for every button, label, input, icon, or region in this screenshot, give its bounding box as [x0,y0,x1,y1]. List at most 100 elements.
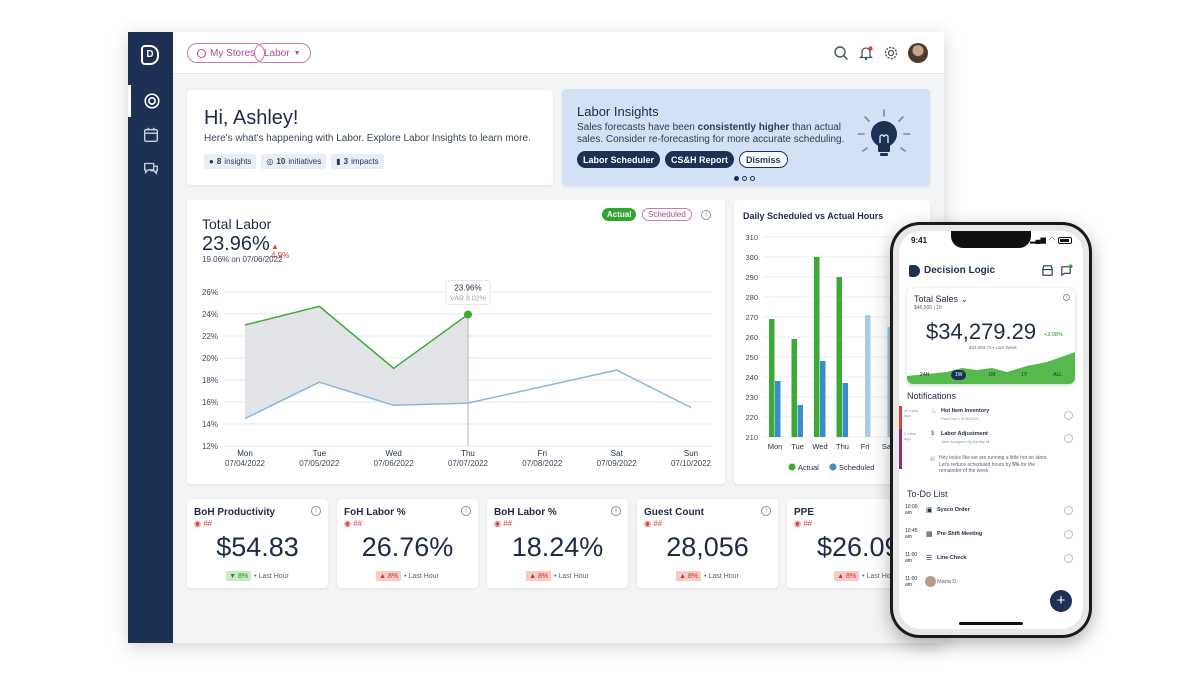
check-circle[interactable] [1064,434,1073,443]
carousel-dots [734,176,755,181]
message-icon[interactable] [1060,264,1073,277]
sidebar-item-calendar[interactable] [128,119,173,151]
kpi-target: ◉ ## [644,519,662,528]
legend-label-scheduled: Scheduled [839,463,874,472]
sidebar-item-dashboard[interactable] [128,85,173,117]
check-circle[interactable] [1064,506,1073,515]
insights-text-part: Sales forecasts have been [577,122,698,133]
range-tab[interactable]: 1M [988,372,996,378]
kpi-value: 28,056 [666,532,749,562]
x-tick-label: Fri [861,442,870,451]
notification-bar [899,429,902,469]
todo-time: 10:00 am [905,504,918,516]
kpi-period: • Last Hour [554,572,589,580]
check-circle[interactable] [1064,530,1073,539]
notification-time: 3 mins ago [904,431,916,441]
notifications-title: Notifications [907,391,957,401]
todo-item[interactable]: 10:45 am ▦ Pre-Shift Meeting [899,528,1083,550]
carousel-dot[interactable] [742,176,747,181]
range-tab[interactable]: 1Y [1021,372,1028,378]
kpi-value: 18.24% [511,532,604,562]
gear-icon[interactable] [883,45,899,61]
total-labor-card: Total Labor 23.96% ▲ 4.9% 19.06% on 07/06… [187,200,725,484]
phone-screen: 9:41 ▂▄▆ ◠ Decision Logic Total Sales ⌄ $… [899,231,1083,629]
range-tab[interactable]: ALL [1053,372,1063,378]
check-circle[interactable] [1064,411,1073,420]
kpi-card[interactable]: BoH Labor % ◉ ## i 18.24% ▲ 8% • Last Hour [487,499,628,588]
info-icon[interactable]: i [1063,294,1070,301]
kpi-target-value: ## [353,519,363,528]
kpi-card[interactable]: Guest Count ◉ ## i 28,056 ▲ 8% • Last Hour [637,499,778,588]
arrow-up-icon: ▲ [271,242,279,251]
phone-logo-icon [909,265,920,277]
flame-icon: ♨ [931,409,937,415]
store-icon[interactable] [1041,264,1054,277]
calendar-icon: ▦ [926,531,933,538]
todo-item[interactable]: 10:00 am ▣ Sysco Order [899,504,1083,526]
check-circle[interactable] [1064,554,1073,563]
actual-bar [769,319,775,437]
search-icon[interactable] [833,45,849,61]
y-tick-label: 210 [745,433,758,442]
dismiss-button[interactable]: Dismiss [739,151,788,168]
actual-point-marker [464,310,472,319]
labor-dropdown[interactable]: Labor ▼ [254,43,311,63]
change-badge: ▲ 8% [834,571,860,581]
kpi-card[interactable]: FoH Labor % ◉ ## i 26.76% ▲ 8% • Last Hour [337,499,478,588]
legend-scheduled[interactable]: Scheduled [642,208,692,221]
avatar[interactable] [908,43,928,63]
info-icon[interactable]: i [461,506,471,516]
carousel-dot[interactable] [734,176,739,181]
greeting-subtitle: Here's what's happening with Labor. Expl… [204,133,531,144]
info-icon[interactable]: i [311,506,321,516]
info-icon[interactable]: i [701,210,711,220]
carousel-dot[interactable] [750,176,755,181]
app-logo[interactable]: D [141,45,159,65]
bulb-icon: ● [209,157,214,166]
legend-actual[interactable]: Actual [602,208,637,221]
info-icon[interactable]: i [761,506,771,516]
csh-report-button[interactable]: CS&H Report [665,151,735,168]
add-button[interactable]: + [1050,590,1072,612]
chip-impacts[interactable]: ▮ 3 impacts [331,154,384,169]
total-labor-delta: ▲ 4.9% [271,242,289,260]
todo-time: 11:00 am [905,552,918,564]
notification-time: 11 mins ago [904,408,918,418]
x-tick-date: 07/10/2022 [671,459,712,468]
labor-scheduler-button[interactable]: Labor Scheduler [577,151,661,168]
kpi-card[interactable]: BoH Productivity ◉ ## i $54.83 ▼ 8% • Last Ho… [187,499,328,588]
chip-initiatives[interactable]: ◎ 10 initiatives [261,154,327,169]
chip-insights[interactable]: ● 8 insights [204,154,257,169]
total-sales-card[interactable]: Total Sales ⌄ $46,500 | 1h i $34,279.29 … [907,288,1075,384]
total-sales-title: Total Sales ⌄ [914,294,968,305]
kpi-title: BoH Labor % [494,507,557,518]
x-tick-label: Sat [882,442,894,451]
kpi-target-value: ## [803,519,813,528]
todo-item[interactable]: 11:00 am Maria D. [899,576,1083,598]
info-icon[interactable]: i [611,506,621,516]
greeting-chips: ● 8 insights ◎ 10 initiatives ▮ 3 impacts [204,154,384,169]
notification-item[interactable]: 11 mins ago ♨ Hot Item Inventory Past Du… [899,406,1083,430]
range-tab-active[interactable]: 1W [950,370,967,380]
total-labor-title: Total Labor [202,216,272,232]
y-tick-label: 280 [745,293,758,302]
change-badge: ▲ 8% [676,571,702,581]
total-sales-delta: +2.08% [1044,332,1063,338]
lightbulb-icon [857,109,911,156]
todo-title: To-Do List [907,489,948,499]
phone-brand: Decision Logic [924,265,996,276]
sidebar-item-messages[interactable] [128,152,173,184]
top-icons [833,43,928,63]
wifi-icon: ◠ [1048,237,1055,244]
notification-title: Labor Adjustment [941,431,988,437]
x-tick-label: Mon [237,449,253,458]
kpi-target: ◉ ## [494,519,512,528]
bell-icon[interactable] [858,45,874,61]
notification-item[interactable]: 3 mins ago $ Labor Adjustment Task Assig… [899,429,1083,469]
y-tick-label: 20% [202,354,218,363]
notification-bar [899,406,902,430]
kpi-target: ◉ ## [194,519,212,528]
range-tab[interactable]: 24H [919,372,930,378]
todo-item[interactable]: 11:00 am ☰ Line Check [899,552,1083,574]
